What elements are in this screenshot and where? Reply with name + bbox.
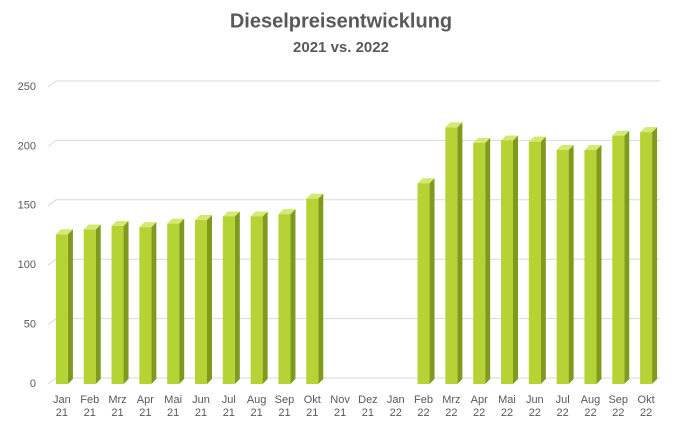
- y-tick-label: 50: [24, 319, 36, 331]
- x-tick-label: Mai 22: [498, 394, 516, 419]
- bar-side: [652, 127, 658, 385]
- bar-side: [568, 144, 574, 384]
- bar-top: [473, 137, 491, 143]
- bar: [612, 135, 625, 384]
- x-tick-label: Sep 22: [608, 394, 629, 419]
- x-tick-label: Okt 21: [303, 394, 321, 419]
- bar-side: [67, 229, 73, 384]
- bar: [501, 140, 513, 384]
- y-tick-label: 200: [18, 140, 36, 152]
- x-tick-label: Feb 22: [414, 394, 434, 419]
- bar-side: [457, 122, 463, 384]
- x-tick-label: Aug 22: [580, 394, 601, 419]
- x-tick-label: Sep 21: [274, 394, 295, 419]
- bar: [417, 183, 430, 384]
- bar: [640, 132, 653, 384]
- bar-top: [250, 211, 268, 217]
- bar-side: [262, 211, 268, 384]
- bar: [445, 127, 458, 384]
- y-tick-label: 100: [18, 259, 36, 271]
- bar: [556, 149, 569, 384]
- bar-top: [501, 135, 518, 141]
- bar-top: [417, 178, 435, 184]
- x-tick-label: Jun 22: [525, 394, 544, 419]
- bar-side: [596, 144, 602, 384]
- x-tick-label: Jul 22: [555, 394, 570, 419]
- bar-side: [234, 211, 240, 384]
- bar: [111, 225, 124, 384]
- x-tick-label: Jan 22: [386, 394, 405, 419]
- bar-side: [624, 130, 630, 384]
- chart-title: Dieselpreisentwicklung: [230, 10, 452, 32]
- bar-side: [513, 135, 518, 384]
- x-tick-label: Mrz 22: [442, 394, 461, 419]
- y-tick-label: 250: [18, 81, 36, 93]
- bar-side: [290, 209, 296, 384]
- bar-top: [55, 229, 73, 235]
- bar-top: [640, 127, 658, 133]
- x-tick-label: Apr 22: [470, 394, 488, 419]
- x-tick-label: Jun 21: [192, 394, 210, 419]
- bar: [195, 220, 207, 384]
- x-tick-label: Mai 21: [164, 394, 183, 419]
- x-tick-label: Mrz 21: [108, 394, 127, 419]
- bar-top: [195, 215, 212, 221]
- bar: [55, 234, 68, 384]
- grid-line: [47, 80, 660, 88]
- bar: [528, 141, 541, 384]
- bar: [473, 142, 486, 384]
- bar-top: [584, 144, 602, 150]
- bar-top: [167, 218, 185, 224]
- bar-side: [318, 193, 324, 384]
- bar: [250, 216, 263, 384]
- bar-top: [111, 220, 129, 226]
- y-tick-label: 0: [30, 378, 36, 390]
- bar-side: [540, 136, 546, 384]
- bar-top: [445, 122, 463, 128]
- bar: [139, 227, 152, 384]
- bar-side: [429, 178, 435, 384]
- bar: [167, 223, 180, 384]
- bar-top: [528, 136, 546, 142]
- x-tick-label: Feb 21: [80, 394, 100, 419]
- bar: [306, 198, 319, 384]
- y-tick-label: 150: [18, 200, 36, 212]
- x-tick-label: Jul 21: [221, 394, 236, 419]
- bar-side: [207, 215, 212, 384]
- bar-top: [306, 193, 324, 199]
- bar-top: [83, 224, 101, 230]
- x-tick-label: Okt 22: [637, 394, 655, 419]
- x-tick-label: Jan 21: [53, 394, 71, 419]
- x-tick-label: Dez 21: [358, 394, 378, 419]
- bar-top: [612, 130, 630, 136]
- bar-side: [123, 220, 129, 384]
- bar: [278, 214, 291, 384]
- bar: [83, 229, 96, 384]
- bar-side: [179, 218, 185, 384]
- bar: [222, 216, 235, 384]
- bar-top: [278, 209, 296, 215]
- bar: [584, 149, 597, 384]
- bar-top: [222, 211, 240, 217]
- bar-top: [139, 222, 157, 228]
- bar-side: [95, 224, 101, 384]
- chart-subtitle: 2021 vs. 2022: [293, 39, 389, 56]
- x-tick-label: Apr 21: [136, 394, 154, 419]
- bar-side: [151, 222, 157, 384]
- x-tick-label: Nov 21: [330, 394, 350, 419]
- bar-top: [556, 144, 574, 150]
- x-tick-label: Aug 21: [246, 394, 267, 419]
- bar-side: [485, 137, 491, 384]
